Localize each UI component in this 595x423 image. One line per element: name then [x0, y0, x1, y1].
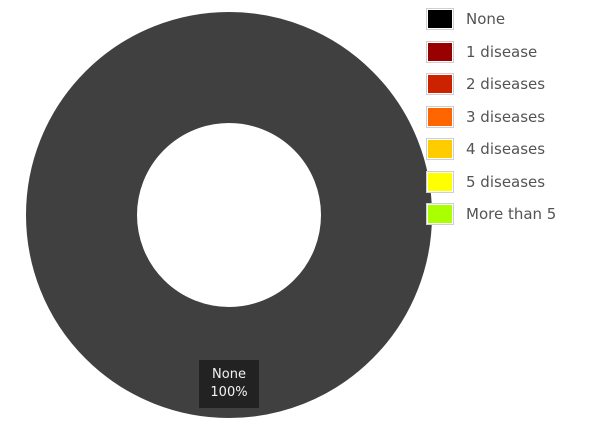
slice-tooltip: None 100% [199, 360, 259, 408]
legend-label-4-diseases: 4 diseases [466, 140, 546, 159]
pie-slice-none[interactable] [26, 12, 432, 418]
legend-swatch-5-diseases [428, 172, 452, 191]
tooltip-label: None [212, 367, 246, 382]
legend-item-2-diseases[interactable]: 2 diseases [426, 68, 586, 101]
legend-item-3-diseases[interactable]: 3 diseases [426, 101, 586, 134]
legend-swatch-more-than-5 [428, 205, 452, 224]
legend-swatch-frame [426, 170, 454, 193]
legend-item-5-diseases[interactable]: 5 diseases [426, 166, 586, 199]
legend-swatch-frame [426, 138, 454, 161]
legend-label-3-diseases: 3 diseases [466, 107, 546, 126]
legend-swatch-1-disease [428, 42, 452, 61]
legend-swatch-4-diseases [428, 140, 452, 159]
legend-label-2-diseases: 2 diseases [466, 75, 546, 94]
legend-swatch-frame [426, 105, 454, 128]
legend-swatch-frame [426, 40, 454, 63]
legend-swatch-frame [426, 73, 454, 96]
legend-label-none: None [466, 10, 506, 29]
legend-label-more-than-5: More than 5 [466, 205, 557, 224]
legend-label-1-disease: 1 disease [466, 42, 538, 61]
legend-swatch-frame [426, 203, 454, 226]
legend: None 1 disease 2 diseases 3 diseases 4 d… [426, 3, 586, 231]
legend-swatch-none [428, 10, 452, 29]
slices-group [26, 12, 432, 418]
legend-item-more-than-5[interactable]: More than 5 [426, 198, 586, 231]
tooltip-value: 100% [210, 385, 248, 400]
legend-swatch-frame [426, 8, 454, 31]
legend-item-none[interactable]: None [426, 3, 586, 36]
legend-label-5-diseases: 5 diseases [466, 172, 546, 191]
legend-swatch-3-diseases [428, 107, 452, 126]
legend-item-1-disease[interactable]: 1 disease [426, 36, 586, 69]
legend-swatch-2-diseases [428, 75, 452, 94]
legend-item-4-diseases[interactable]: 4 diseases [426, 133, 586, 166]
